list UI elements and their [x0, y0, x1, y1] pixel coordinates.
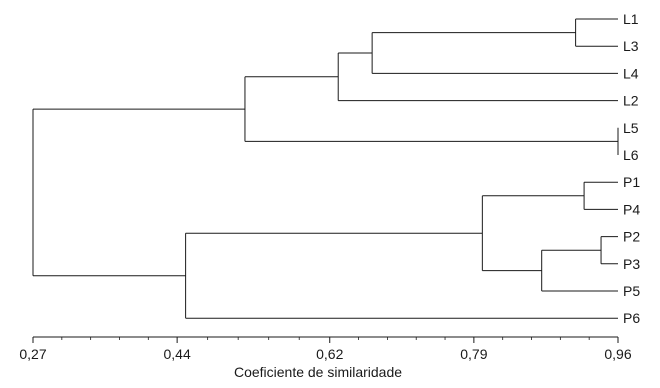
- x-tick-label: 0,96: [604, 346, 631, 362]
- leaf-label-P1: P1: [623, 174, 640, 190]
- leaf-label-L2: L2: [623, 93, 639, 109]
- x-tick-label: 0,79: [460, 346, 487, 362]
- leaf-label-L6: L6: [623, 147, 639, 163]
- x-axis-ticks: 0,27 0,44 0,62 0,79 0,96: [19, 337, 632, 362]
- branches: [32, 18, 619, 319]
- leaf-label-L4: L4: [623, 65, 639, 81]
- x-axis: 0,27 0,44 0,62 0,79 0,96 Coeficiente de simi…: [19, 336, 632, 380]
- leaf-label-P2: P2: [623, 229, 640, 245]
- leaf-label-L5: L5: [623, 120, 639, 136]
- x-axis-title: Coeficiente de similaridade: [234, 364, 402, 380]
- leaf-label-L3: L3: [623, 38, 639, 54]
- leaf-label-P3: P3: [623, 256, 640, 272]
- leaf-label-L1: L1: [623, 11, 639, 27]
- leaf-label-P6: P6: [623, 310, 640, 326]
- leaf-labels: L1 L3 L4 L2 L5 L6 P1 P4 P2 P3 P5 P6: [623, 11, 640, 326]
- leaf-label-P4: P4: [623, 201, 640, 217]
- x-tick-label: 0,62: [316, 346, 343, 362]
- leaf-label-P5: P5: [623, 283, 640, 299]
- x-tick-label: 0,27: [19, 346, 46, 362]
- x-tick-label: 0,44: [164, 346, 191, 362]
